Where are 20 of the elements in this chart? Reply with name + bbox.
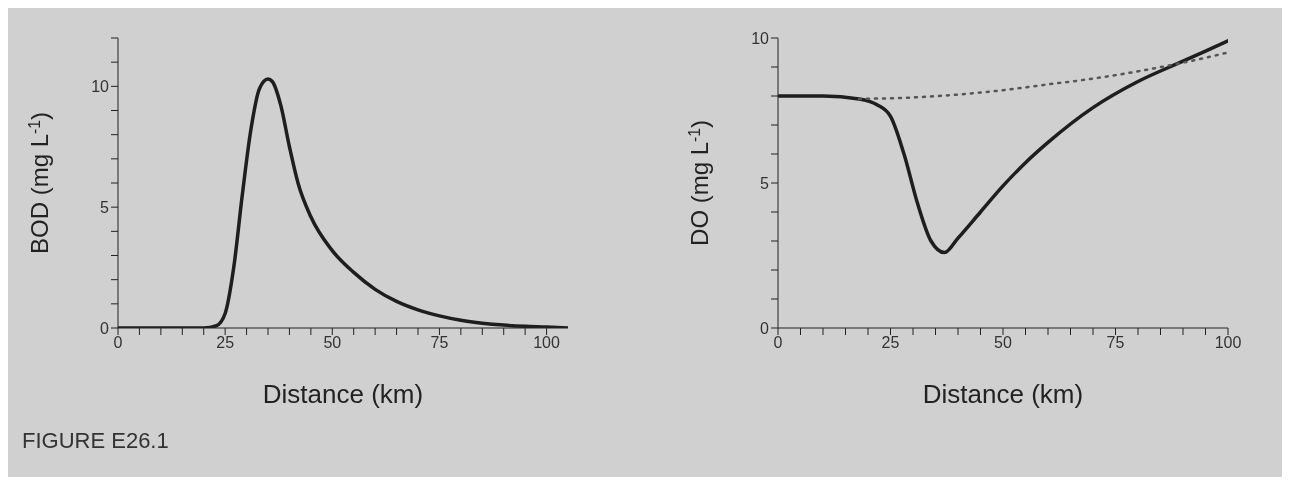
x-tick-label: 75 xyxy=(430,334,449,352)
y-tick-label: 10 xyxy=(91,78,110,96)
line-series xyxy=(857,51,1228,101)
x-tick-label: 75 xyxy=(1106,334,1125,352)
y-tick-label: 10 xyxy=(751,29,770,47)
x-tick-label: 0 xyxy=(773,334,783,352)
y-tick-label: 0 xyxy=(760,319,770,337)
x-axis-title: Distance (km) xyxy=(262,379,424,409)
y-tick-label: 5 xyxy=(100,198,110,216)
y-tick-label: 5 xyxy=(760,174,770,192)
x-tick-label: 50 xyxy=(323,334,342,352)
x-axis-title: Distance (km) xyxy=(922,379,1084,409)
x-tick-label: 0 xyxy=(113,334,123,352)
x-tick-label: 25 xyxy=(216,334,235,352)
caption: FIGURE E26.1 xyxy=(22,428,170,454)
x-tick-label: 25 xyxy=(881,334,900,352)
y-tick-label: 0 xyxy=(100,319,110,337)
x-tick-label: 50 xyxy=(994,334,1012,352)
x-tick-label: 100 xyxy=(1214,334,1242,352)
x-tick-label: 100 xyxy=(533,334,561,352)
